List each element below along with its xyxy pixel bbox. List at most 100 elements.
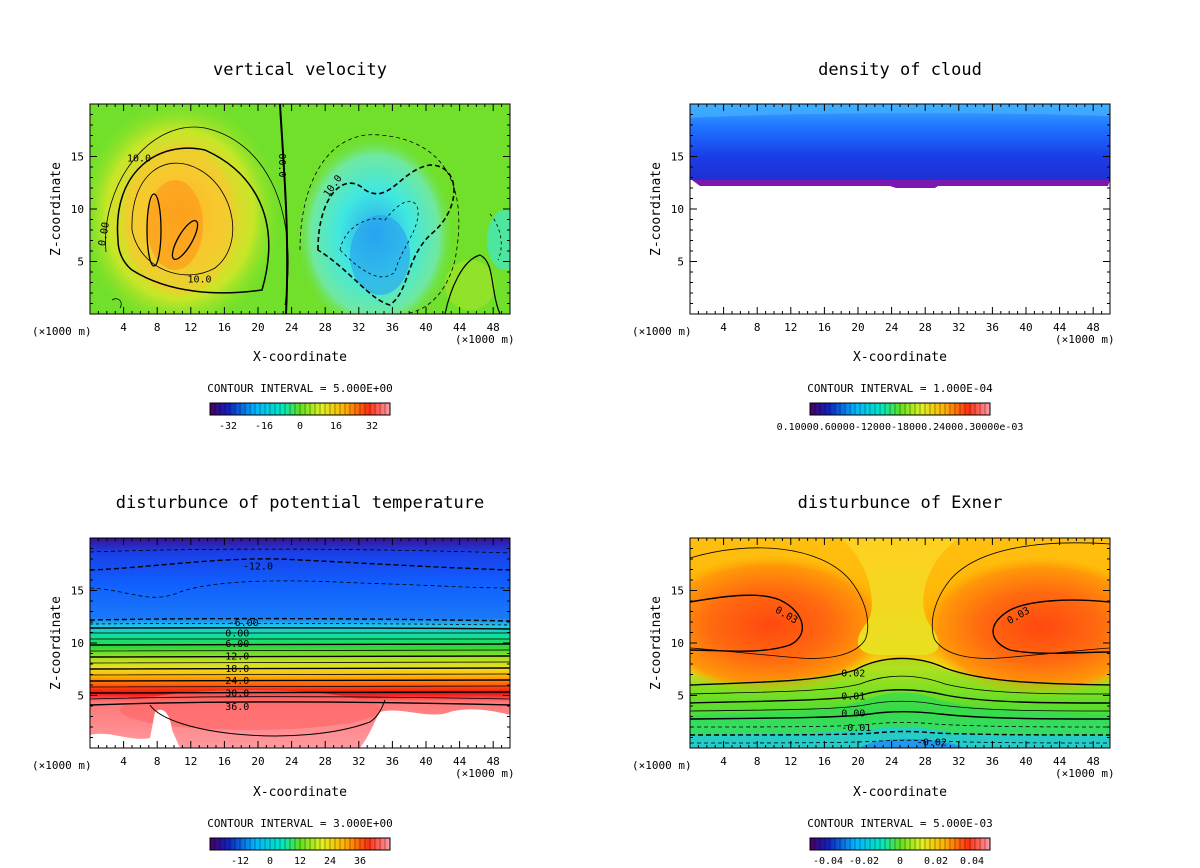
x-axis-label: X-coordinate (853, 785, 947, 800)
contour-label: 24.0 (225, 676, 249, 687)
panel-title: disturbunce of Exner (798, 493, 1003, 513)
x-unit-left: (×1000 m) (32, 759, 92, 772)
x-tick-label: 32 (952, 321, 965, 334)
colorbar-tick-label: 24 (324, 856, 336, 867)
contour-labels: -12.0 -6.00 0.00 6.00 12.0 18.0 24.0 30.… (225, 561, 273, 713)
x-tick-label: 40 (419, 321, 432, 334)
x-tick-label: 12 (784, 321, 797, 334)
y-axis-label: Z-coordinate (649, 162, 664, 256)
y-tick-label: 10 (71, 637, 84, 650)
y-axis-label: Z-coordinate (649, 596, 664, 690)
panel-title: disturbunce of potential temperature (116, 493, 484, 513)
colorbar-tick-label: -0.02 (849, 856, 879, 867)
colorbar: -12 0 12 24 36 (209, 837, 391, 867)
x-tick-label: 44 (1053, 755, 1067, 768)
y-tick-label: 5 (77, 690, 84, 703)
y-tick-label: 5 (77, 256, 84, 269)
x-tick-label: 28 (919, 755, 932, 768)
y-tick-label: 5 (677, 690, 684, 703)
x-tick-label: 4 (720, 755, 727, 768)
x-tick-label: 24 (285, 755, 299, 768)
x-tick-label: 48 (487, 755, 500, 768)
x-tick-label: 16 (218, 321, 231, 334)
x-unit-left: (×1000 m) (632, 325, 692, 338)
x-unit-right: (×1000 m) (455, 767, 515, 780)
x-tick-label: 36 (986, 755, 999, 768)
colorbar-tick-label: 36 (354, 856, 366, 867)
colorbar-tick-label: -16 (255, 421, 273, 432)
x-tick-label: 28 (919, 321, 932, 334)
colorbar-tick-label: 0.02 (924, 856, 948, 867)
panel-potential-temperature: disturbunce of potential temperature -12… (32, 493, 515, 867)
panel-exner: disturbunce of Exner (632, 493, 1115, 867)
contour-interval: CONTOUR INTERVAL = 1.000E-04 (807, 382, 993, 395)
y-tick-label: 15 (71, 151, 84, 164)
x-tick-label: 20 (251, 755, 264, 768)
contour-label: 0.00 (225, 629, 249, 640)
x-tick-label: 4 (120, 755, 127, 768)
x-unit-right: (×1000 m) (1055, 767, 1115, 780)
x-tick-label: 32 (352, 755, 365, 768)
colorbar-tick-label: 32 (366, 421, 378, 432)
contour-interval: CONTOUR INTERVAL = 5.000E+00 (207, 382, 392, 395)
x-tick-label: 16 (818, 321, 831, 334)
colorbar-tick-label: 16 (330, 421, 342, 432)
y-tick-label: 10 (671, 637, 684, 650)
panel-vertical-velocity: vertical velocity (32, 60, 515, 432)
colorbar: -0.04 -0.02 0 0.02 0.04 (809, 837, 991, 867)
x-tick-label: 32 (952, 755, 965, 768)
colorbar-tick-label: 12 (294, 856, 306, 867)
colorbar: -32 -16 0 16 32 (209, 402, 391, 432)
colorbar-tick-label: -0.04 (813, 856, 843, 867)
y-axis-label: Z-coordinate (49, 162, 64, 256)
contour-fill (90, 104, 510, 314)
contour-label: -0.02 (917, 738, 947, 749)
cloud-base (692, 180, 1110, 188)
contour-label: 0.00 (841, 708, 865, 719)
x-tick-label: 12 (184, 755, 197, 768)
panel-density-of-cloud: density of cloud 4 8 12 16 20 24 28 32 36 40 44 485… (632, 60, 1115, 433)
y-tick-label: 5 (677, 256, 684, 269)
x-tick-label: 36 (986, 321, 999, 334)
x-tick-label: 20 (851, 321, 864, 334)
cloud-layer (690, 104, 1110, 180)
contour-fill (90, 538, 510, 748)
contour-label: 18.0 (225, 664, 249, 675)
y-tick-label: 10 (71, 203, 84, 216)
x-tick-label: 40 (1019, 755, 1032, 768)
x-unit-right: (×1000 m) (1055, 333, 1115, 346)
x-tick-label: 4 (720, 321, 727, 334)
contour-label: -0.01 (841, 723, 871, 734)
x-tick-label: 16 (818, 755, 831, 768)
contour-fill (690, 538, 1110, 748)
x-tick-label: 44 (453, 321, 467, 334)
x-tick-label: 48 (1087, 321, 1100, 334)
colorbar-tick-label: 0.04 (960, 856, 984, 867)
contour-label: 12.0 (225, 652, 249, 663)
x-tick-label: 44 (453, 755, 467, 768)
y-tick-label: 15 (71, 585, 84, 598)
contour-label: 00.0 (276, 153, 287, 177)
x-tick-label: 24 (885, 321, 899, 334)
colorbar-tick-text: 0.10000.60000-12000-18000.24000.30000e-0… (777, 422, 1024, 433)
contour-label: 30.0 (225, 688, 249, 699)
x-tick-label: 36 (386, 321, 399, 334)
x-tick-label: 4 (120, 321, 127, 334)
panel-title: density of cloud (818, 60, 982, 80)
x-tick-label: 8 (754, 321, 761, 334)
contour-label: 36.0 (225, 702, 249, 713)
x-tick-label: 48 (1087, 755, 1100, 768)
x-tick-label: 20 (851, 755, 864, 768)
y-tick-label: 15 (671, 585, 684, 598)
x-tick-label: 24 (885, 755, 899, 768)
contour-label: -12.0 (243, 561, 273, 572)
x-tick-label: 44 (1053, 321, 1067, 334)
x-unit-right: (×1000 m) (455, 333, 515, 346)
contour-label: 10.0 (187, 274, 211, 285)
y-tick-label: 10 (671, 203, 684, 216)
colorbar-tick-label: 0 (297, 421, 303, 432)
x-tick-label: 48 (487, 321, 500, 334)
x-tick-label: 24 (285, 321, 299, 334)
